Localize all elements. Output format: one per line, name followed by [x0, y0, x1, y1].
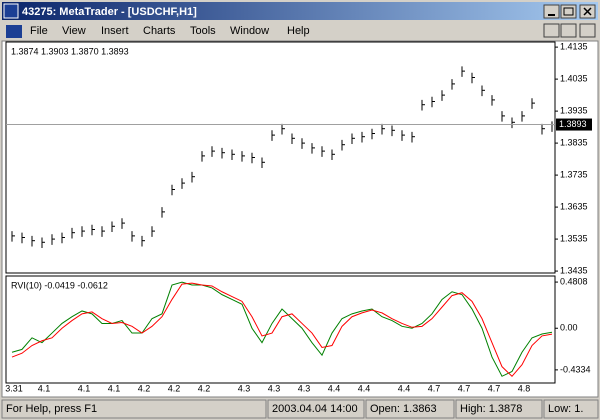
maximize-glyph [563, 7, 574, 16]
menu-item[interactable]: Help [287, 25, 310, 37]
x-tick-label: 4.4 [398, 383, 411, 393]
y-tick-label: 0.00 [560, 323, 578, 333]
x-tick-label: 4.3 [298, 383, 311, 393]
x-tick-label: 4.1 [78, 383, 91, 393]
mdi-buttons [543, 23, 596, 38]
x-tick-label: 4.7 [488, 383, 501, 393]
menu-item[interactable]: File [30, 25, 48, 37]
menu-item[interactable]: Window [230, 25, 269, 37]
menu-item[interactable]: Insert [101, 25, 129, 37]
x-tick-label: 4.4 [328, 383, 341, 393]
x-tick-label: 4.8 [518, 383, 531, 393]
last-price-box [556, 118, 592, 131]
panel-header: 1.3874 1.3903 1.3870 1.3893 [11, 46, 129, 56]
y-tick-label: 1.3735 [560, 169, 588, 179]
y-tick-label: 1.4035 [560, 73, 588, 83]
charts: 1.4135 1.4035 1.3935 1.3835 1.3735 1.3635 1.35… [5, 41, 592, 393]
title-bar [2, 2, 598, 20]
menu-bar: File View Insert Charts Tools Window Help [30, 25, 310, 37]
status-field [543, 399, 599, 419]
y-tick-label: 1.3535 [560, 233, 588, 243]
maximize-button[interactable] [560, 4, 577, 19]
y-tick-label: -0.4334 [560, 364, 591, 374]
mdi-restore[interactable] [560, 23, 577, 38]
status-field [365, 399, 455, 419]
title-buttons [543, 4, 596, 19]
y-tick-label: 0.4808 [560, 276, 588, 286]
status-text: High: 1.3878 [460, 403, 522, 415]
x-tick-label: 4.7 [428, 383, 441, 393]
plot-frame [5, 275, 556, 384]
status-field [455, 399, 543, 419]
x-tick-label: 4.1 [38, 383, 51, 393]
menu-item[interactable]: Tools [190, 25, 216, 37]
y-tick-label: 1.3635 [560, 201, 588, 211]
rvi-line [11, 281, 553, 377]
x-tick-label: 4.2 [198, 383, 211, 393]
panel-header: RVI(10) -0.0419 -0.0612 [11, 280, 108, 290]
status-field [1, 399, 267, 419]
y-tick-label: 1.4135 [560, 41, 588, 51]
y-tick-label: 1.3435 [560, 265, 588, 275]
status-text: Low: 1. [548, 403, 583, 415]
x-tick-label: 4.3 [268, 383, 281, 393]
status-field [267, 399, 365, 419]
menu-item[interactable]: View [62, 25, 86, 37]
status-text: 2003.04.04 14:00 [272, 403, 358, 415]
menu-item[interactable]: Charts [143, 25, 176, 37]
x-tick-label: 4.2 [138, 383, 151, 393]
chart-window [1, 40, 599, 398]
status-text: Open: 1.3863 [370, 403, 437, 415]
y-tick-label: 1.3835 [560, 137, 588, 147]
x-tick-label: 4.2 [168, 383, 181, 393]
mdi-icon [6, 25, 22, 38]
mdi-close[interactable] [579, 23, 596, 38]
x-tick-label: 4.3 [238, 383, 251, 393]
x-tick-label: 4.1 [108, 383, 121, 393]
status-bar: For Help, press F1 2003.04.04 14:00 Open: … [1, 399, 599, 419]
last-price-label: 1.3893 [559, 119, 587, 129]
plot-frame [5, 41, 556, 274]
close-glyph [583, 7, 592, 16]
minimize-button[interactable] [543, 4, 560, 19]
x-tick-label: 3.31 [5, 383, 23, 393]
mdi-minimize[interactable] [543, 23, 560, 38]
x-tick-label: 4.7 [458, 383, 471, 393]
app-icon [3, 3, 19, 19]
window-title: 43275: MetaTrader - [USDCHF,H1] [22, 6, 197, 18]
status-text: For Help, press F1 [6, 403, 97, 415]
rvi-line [11, 282, 553, 378]
y-tick-label: 1.3935 [560, 105, 588, 115]
x-tick-label: 4.4 [358, 383, 371, 393]
